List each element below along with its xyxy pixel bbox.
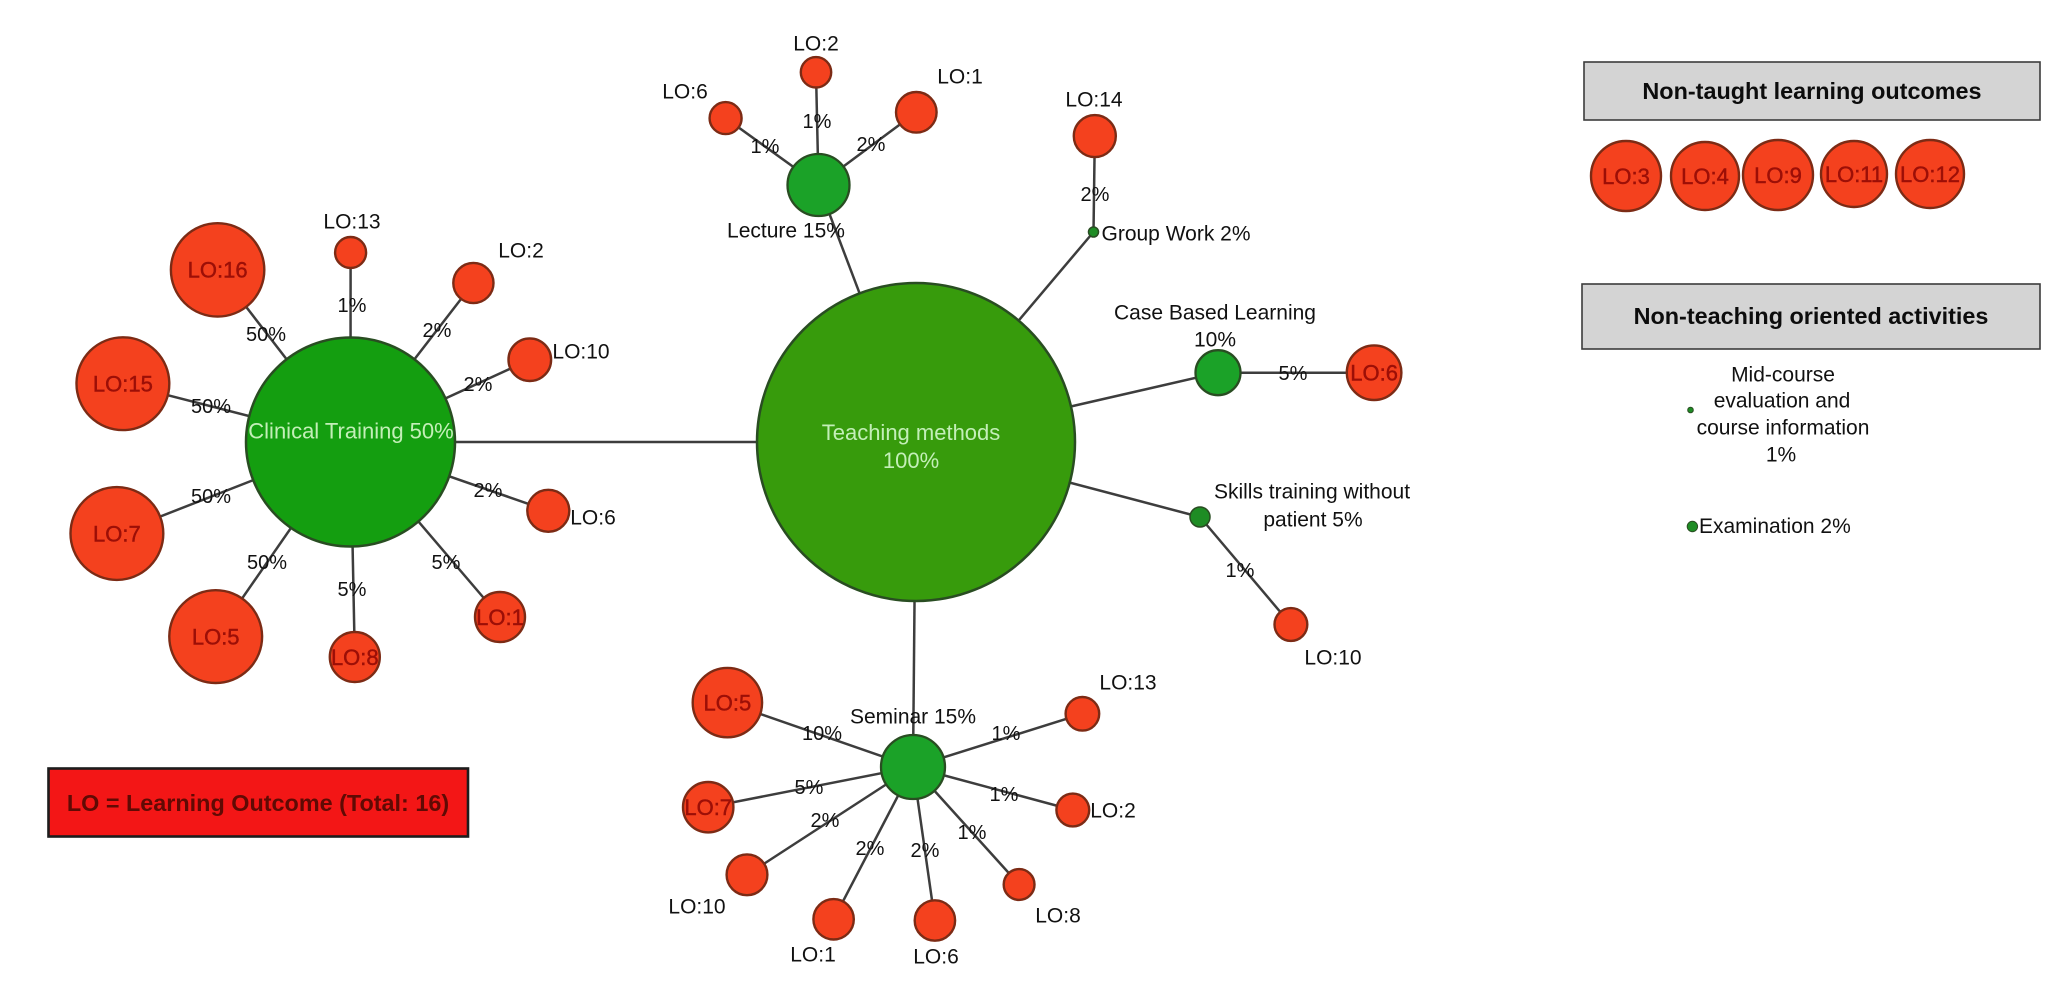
svg-text:LO:2: LO:2 (1090, 799, 1136, 822)
svg-text:LO:2: LO:2 (498, 239, 544, 262)
svg-text:LO:13: LO:13 (1099, 671, 1156, 694)
svg-text:100%: 100% (883, 448, 939, 473)
svg-text:LO:10: LO:10 (552, 340, 609, 363)
svg-text:2%: 2% (857, 134, 886, 156)
svg-text:Non-taught learning outcomes: Non-taught learning outcomes (1642, 78, 1981, 104)
svg-text:LO:10: LO:10 (668, 895, 725, 918)
svg-text:1%: 1% (958, 822, 987, 844)
svg-text:10%: 10% (1194, 328, 1236, 351)
svg-text:LO:1: LO:1 (937, 65, 983, 88)
svg-text:Mid-course: Mid-course (1731, 363, 1835, 386)
svg-text:LO:12: LO:12 (1900, 162, 1960, 187)
svg-text:5%: 5% (338, 579, 367, 601)
svg-text:LO:8: LO:8 (331, 645, 379, 670)
svg-text:2%: 2% (911, 840, 940, 862)
svg-text:LO:5: LO:5 (192, 624, 240, 649)
svg-text:1%: 1% (803, 111, 832, 133)
svg-text:LO:9: LO:9 (1754, 163, 1802, 188)
svg-text:LO:5: LO:5 (704, 690, 752, 715)
svg-text:5%: 5% (795, 777, 824, 799)
svg-text:Non-teaching oriented activiti: Non-teaching oriented activities (1634, 303, 1989, 329)
svg-text:5%: 5% (432, 552, 461, 574)
svg-text:1%: 1% (992, 723, 1021, 745)
svg-text:course information: course information (1697, 416, 1870, 439)
svg-text:LO = Learning Outcome (Total:: LO = Learning Outcome (Total: 16) (67, 790, 449, 816)
svg-text:Lecture 15%: Lecture 15% (727, 219, 845, 242)
svg-text:50%: 50% (191, 486, 231, 508)
svg-text:1%: 1% (1766, 443, 1796, 466)
svg-text:LO:6: LO:6 (662, 80, 708, 103)
svg-text:2%: 2% (1081, 184, 1110, 206)
svg-text:LO:1: LO:1 (790, 943, 836, 966)
svg-text:LO:2: LO:2 (793, 32, 839, 55)
svg-text:LO:4: LO:4 (1681, 164, 1729, 189)
svg-text:Examination 2%: Examination 2% (1699, 515, 1851, 538)
svg-text:LO:8: LO:8 (1035, 904, 1081, 927)
svg-text:LO:7: LO:7 (684, 795, 732, 820)
svg-text:LO:6: LO:6 (913, 945, 959, 968)
svg-text:LO:13: LO:13 (323, 210, 380, 233)
svg-text:5%: 5% (1279, 363, 1308, 385)
svg-text:10%: 10% (802, 723, 842, 745)
svg-text:Clinical Training 50%: Clinical Training 50% (248, 419, 453, 444)
svg-text:Group Work 2%: Group Work 2% (1102, 222, 1251, 245)
svg-text:2%: 2% (474, 480, 503, 502)
svg-text:2%: 2% (856, 838, 885, 860)
svg-text:evaluation and: evaluation and (1714, 389, 1851, 412)
svg-text:LO:14: LO:14 (1065, 88, 1123, 111)
svg-text:LO:3: LO:3 (1602, 164, 1650, 189)
svg-text:2%: 2% (464, 374, 493, 396)
svg-text:patient 5%: patient 5% (1263, 508, 1362, 531)
svg-text:LO:7: LO:7 (93, 521, 141, 546)
svg-text:LO:16: LO:16 (188, 258, 248, 283)
svg-text:LO:6: LO:6 (570, 506, 616, 529)
svg-text:LO:10: LO:10 (1304, 646, 1361, 669)
svg-text:Teaching methods: Teaching methods (822, 420, 1001, 445)
svg-text:1%: 1% (751, 136, 780, 158)
svg-text:50%: 50% (246, 324, 286, 346)
svg-text:LO:15: LO:15 (93, 372, 153, 397)
svg-text:Case Based Learning: Case Based Learning (1114, 301, 1316, 324)
svg-text:1%: 1% (990, 784, 1019, 806)
svg-text:LO:6: LO:6 (1350, 361, 1398, 386)
svg-text:2%: 2% (423, 320, 452, 342)
svg-text:Seminar 15%: Seminar 15% (850, 705, 976, 728)
svg-text:Skills training without: Skills training without (1214, 480, 1410, 503)
svg-text:50%: 50% (247, 552, 287, 574)
svg-text:1%: 1% (338, 295, 367, 317)
svg-text:2%: 2% (811, 810, 840, 832)
svg-text:LO:1: LO:1 (476, 605, 524, 630)
svg-text:1%: 1% (1226, 560, 1255, 582)
svg-text:LO:11: LO:11 (1825, 162, 1883, 187)
svg-text:50%: 50% (191, 396, 231, 418)
